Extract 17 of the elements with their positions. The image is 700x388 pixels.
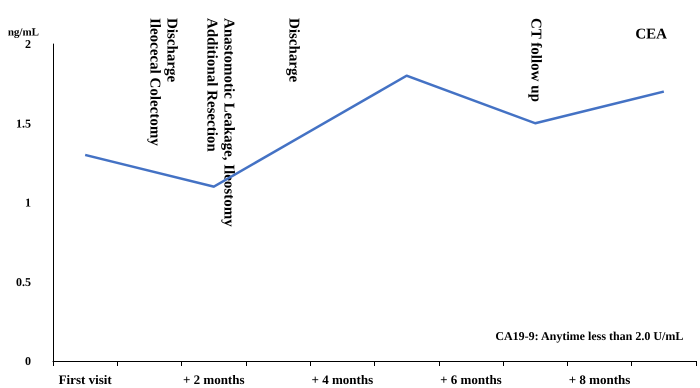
annotation: Anastomotic Leakage, Ileostomy Additional Resection xyxy=(204,18,237,228)
x-tick-label: + 8 months xyxy=(568,372,630,387)
y-tick-label: 2 xyxy=(25,37,31,51)
x-tick-label: + 2 months xyxy=(182,372,245,387)
y-axis-title: ng/mL xyxy=(8,26,39,39)
x-tick-label: First visit xyxy=(58,372,112,387)
x-tick-label: + 4 months xyxy=(312,372,374,387)
annotation: Discharge Ileocecal Colectomy xyxy=(146,18,180,146)
y-tick-label: 0.5 xyxy=(16,274,31,289)
annotation: CT follow up xyxy=(527,18,544,102)
y-tick-label: 1 xyxy=(25,196,31,210)
annotation: Discharge xyxy=(285,18,302,82)
chart-title: CEA xyxy=(635,26,668,42)
x-tick-label: + 6 months xyxy=(440,372,502,387)
annotation: CA19-9: Anytime less than 2.0 U/mL xyxy=(495,329,684,343)
y-tick-label: 1.5 xyxy=(16,116,31,130)
y-tick-label: 0 xyxy=(25,354,31,368)
